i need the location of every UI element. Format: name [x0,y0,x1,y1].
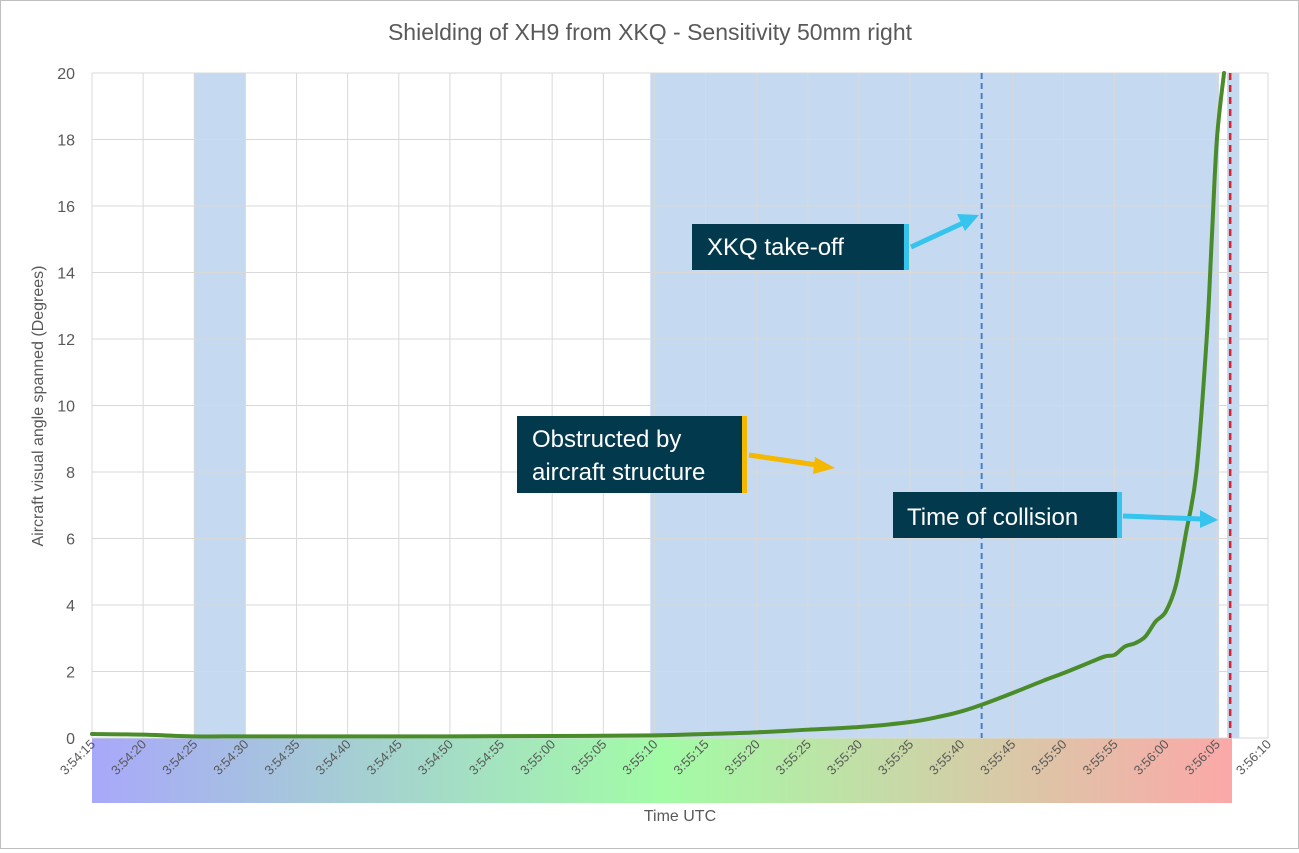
y-axis-label: Aircraft visual angle spanned (Degrees) [30,265,47,546]
y-tick-label: 14 [57,266,75,283]
y-tick-label: 10 [57,399,75,416]
y-tick-label: 16 [57,199,75,216]
x-tick-label: 3:56:10 [1233,737,1274,778]
callout-obstructed-box [517,416,742,493]
callout-collision-accent [1117,492,1122,538]
callout-collision-arrowhead [1200,510,1218,528]
callout-collision-box [893,492,1117,538]
callout-xkq-takeoff-arrowhead [957,214,979,231]
x-axis-label: Time UTC [644,808,716,825]
callout-xkq-takeoff-text: XKQ take-off [707,234,844,261]
y-tick-label: 0 [66,731,75,748]
callout-obstructed-arrowhead [813,457,835,474]
callout-obstructed-accent [742,416,747,493]
y-tick-label: 4 [66,598,75,615]
chart-title: Shielding of XH9 from XKQ - Sensitivity … [388,19,913,45]
callout-obstructed: Obstructed by aircraft structure [517,416,835,493]
x-tick-label: 3:54:15 [57,737,98,778]
callout-xkq-takeoff-arrow-line [909,220,965,250]
y-tick-label: 2 [66,665,75,682]
series-layer [90,71,1227,739]
series-line-0 [90,71,1227,739]
callout-obstructed-line-2: aircraft structure [532,459,705,486]
y-tick-label: 8 [66,465,75,482]
callout-xkq-takeoff: XKQ take-off [692,214,979,270]
y-tick-label: 12 [57,332,75,349]
y-tick-labels: 0 2 4 6 8 10 12 14 16 18 20 [57,66,75,748]
callout-obstructed-line-1: Obstructed by [532,426,681,453]
time-gradient-band [92,738,1232,803]
callout-obstructed-arrow-line [748,452,818,468]
y-tick-label: 20 [57,66,75,83]
vertical-markers [980,73,1232,738]
y-tick-label: 6 [66,532,75,549]
callout-time-of-collision: Time of collision [893,492,1218,538]
callout-xkq-takeoff-box [692,224,904,270]
callout-collision-arrow-line [1122,513,1202,522]
callout-xkq-takeoff-accent [904,224,909,270]
callout-collision-text: Time of collision [907,504,1078,531]
y-tick-label: 18 [57,133,75,150]
